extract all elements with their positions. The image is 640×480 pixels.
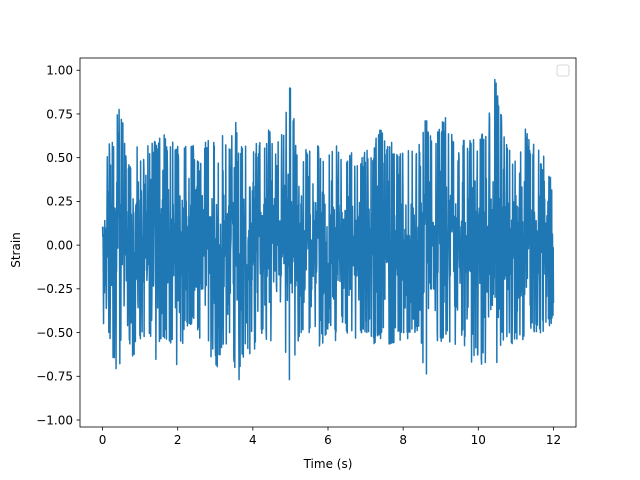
legend-box [556, 64, 570, 77]
x-tick-label: 12 [546, 433, 561, 447]
y-tick-label: 0.75 [46, 107, 73, 121]
y-tick-label: 1.00 [46, 64, 73, 78]
y-tick-label: −1.00 [36, 413, 73, 427]
x-tick-label: 8 [399, 433, 407, 447]
x-tick-label: 6 [324, 433, 332, 447]
y-tick-label: −0.25 [36, 282, 73, 296]
y-tick-label: −0.75 [36, 370, 73, 384]
y-tick-label: 0.25 [46, 195, 73, 209]
series-line [101, 78, 555, 381]
y-tick-label: 0.00 [46, 238, 73, 252]
x-axis: 0 2 4 6 8 10 12 [99, 427, 561, 447]
x-tick-label: 0 [99, 433, 107, 447]
plot-area [101, 78, 555, 381]
x-tick-label: 2 [174, 433, 182, 447]
x-axis-title: Time (s) [303, 457, 353, 471]
x-tick-label: 10 [471, 433, 486, 447]
y-axis: −1.00 −0.75 −0.50 −0.25 0.00 0.25 0.50 0.75 1.00 [36, 64, 80, 427]
x-tick-label: 4 [249, 433, 257, 447]
y-tick-label: −0.50 [36, 326, 73, 340]
y-axis-title: Strain [9, 232, 23, 268]
y-tick-label: 0.50 [46, 151, 73, 165]
plot-frame [79, 57, 577, 428]
